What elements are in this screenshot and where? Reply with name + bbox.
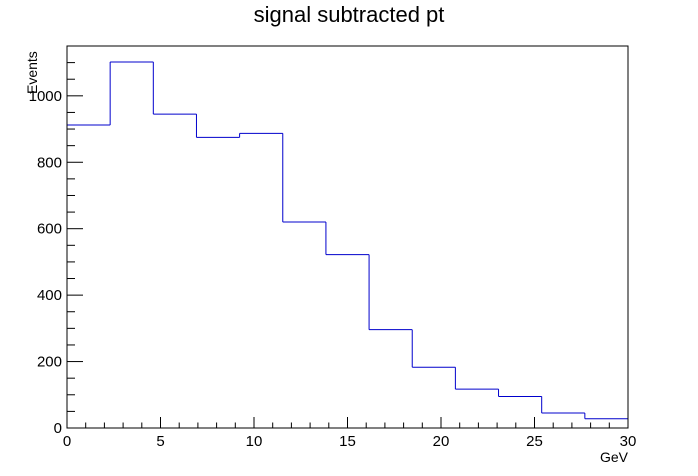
histogram-bin [282,133,326,223]
y-tick-label: 1000 [29,88,62,105]
y-tick-label: 200 [37,354,62,371]
histogram-bin [584,413,628,420]
y-axis-title: Events [24,51,40,94]
x-tick-label: 10 [246,433,263,450]
histogram-bin [541,396,585,414]
histogram-bin [498,389,542,397]
histogram-bin [325,222,370,256]
histogram-bin [368,254,413,331]
y-tick-label: 800 [37,154,62,171]
plot-frame [66,45,629,429]
histogram-bin [152,61,197,115]
x-tick-label: 25 [526,433,543,450]
y-tick-label: 0 [54,420,62,437]
plot-area: 0 5 10 15 20 25 30 0 200 400 600 800 1000 [29,45,637,450]
x-tick-label: 20 [433,433,450,450]
x-tick-label: 5 [156,433,164,450]
x-axis-title: GeV [600,449,629,465]
histogram-bin [239,132,283,138]
histogram-bin [411,329,456,368]
histogram-bin [109,61,154,126]
x-tick-label: 15 [339,433,356,450]
y-tick-label: 400 [37,287,62,304]
x-tick-label: 0 [63,433,71,450]
histogram-bin [454,367,499,390]
chart-title: signal subtracted pt [254,2,445,27]
histogram-bin [195,114,240,138]
y-tick-label: 600 [37,221,62,238]
x-tick-label: 30 [620,433,637,450]
